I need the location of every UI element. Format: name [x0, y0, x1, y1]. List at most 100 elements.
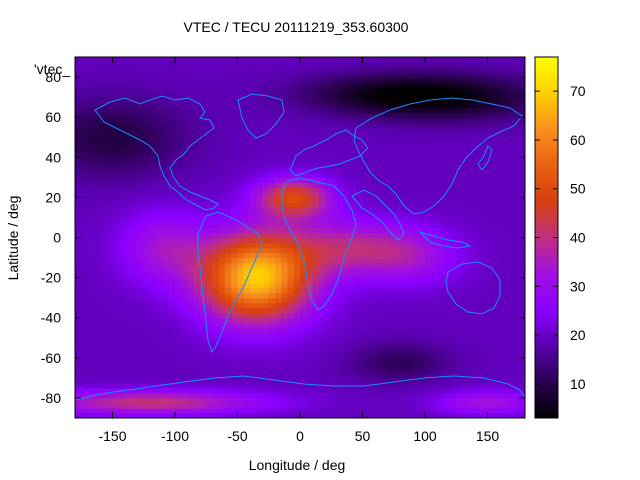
heatmap-cell	[281, 137, 289, 143]
heatmap-cell	[256, 262, 264, 269]
heatmap-cell	[125, 267, 132, 274]
heatmap-cell	[162, 167, 170, 173]
heatmap-cell	[468, 357, 476, 364]
heatmap-cell	[125, 297, 132, 304]
heatmap-cell	[225, 287, 232, 294]
heatmap-cell	[450, 172, 457, 178]
heatmap-cell	[175, 367, 182, 374]
heatmap-cell	[387, 122, 395, 128]
heatmap-cell	[368, 342, 376, 349]
heatmap-cell	[106, 322, 114, 329]
heatmap-cell	[393, 397, 401, 404]
heatmap-cell	[481, 217, 489, 224]
heatmap-cell	[162, 272, 170, 279]
heatmap-cell	[431, 312, 439, 319]
heatmap-cell	[206, 347, 214, 354]
heatmap-cell	[393, 247, 401, 254]
heatmap-cell	[493, 222, 501, 229]
heatmap-cell	[156, 92, 164, 98]
heatmap-cell	[331, 287, 339, 294]
heatmap-cell	[156, 157, 164, 163]
heatmap-cell	[462, 357, 470, 364]
heatmap-cell	[343, 97, 351, 103]
heatmap-cell	[212, 157, 220, 163]
heatmap-cell	[493, 132, 501, 138]
heatmap-cell	[506, 342, 514, 349]
heatmap-cell	[343, 362, 351, 369]
heatmap-cell	[287, 132, 295, 138]
heatmap-cell	[318, 322, 326, 329]
heatmap-cell	[187, 67, 195, 73]
heatmap-cell	[168, 202, 176, 209]
heatmap-cell	[450, 332, 457, 339]
heatmap-cell	[493, 227, 501, 234]
heatmap-cell	[437, 72, 445, 78]
heatmap-cell	[112, 372, 120, 379]
heatmap-cell	[287, 112, 295, 118]
heatmap-cell	[125, 397, 132, 404]
heatmap-cell	[506, 147, 514, 153]
heatmap-cell	[506, 137, 514, 143]
heatmap-cell	[462, 157, 470, 163]
heatmap-cell	[325, 267, 332, 274]
heatmap-cell	[450, 307, 457, 314]
heatmap-cell	[87, 232, 95, 239]
heatmap-cell	[418, 322, 426, 329]
heatmap-cell	[275, 187, 282, 193]
heatmap-cell	[225, 227, 232, 234]
heatmap-cell	[362, 152, 370, 158]
heatmap-cell	[250, 287, 257, 294]
heatmap-cell	[268, 317, 276, 324]
heatmap-cell	[387, 302, 395, 309]
heatmap-cell	[143, 292, 151, 299]
heatmap-cell	[162, 192, 170, 198]
heatmap-cell	[87, 117, 95, 123]
heatmap-cell	[456, 302, 464, 309]
heatmap-cell	[250, 372, 257, 379]
heatmap-cell	[225, 407, 232, 414]
heatmap-cell	[93, 142, 101, 148]
heatmap-cell	[493, 307, 501, 314]
heatmap-cell	[206, 217, 214, 224]
heatmap-cell	[431, 292, 439, 299]
heatmap-cell	[256, 352, 264, 359]
heatmap-cell	[287, 262, 295, 269]
heatmap-cell	[425, 217, 432, 224]
heatmap-cell	[287, 272, 295, 279]
heatmap-cell	[425, 397, 432, 404]
heatmap-cell	[331, 87, 339, 93]
heatmap-cell	[87, 397, 95, 404]
heatmap-cell	[193, 187, 201, 193]
heatmap-cell	[337, 97, 345, 103]
heatmap-cell	[456, 152, 464, 158]
heatmap-cell	[312, 307, 320, 314]
heatmap-cell	[225, 137, 232, 143]
heatmap-cell	[518, 412, 525, 418]
heatmap-cell	[393, 252, 401, 259]
heatmap-cell	[262, 167, 270, 173]
heatmap-cell	[406, 232, 414, 239]
heatmap-cell	[318, 262, 326, 269]
heatmap-cell	[431, 407, 439, 414]
heatmap-cell	[306, 237, 314, 244]
heatmap-cell	[318, 332, 326, 339]
heatmap-cell	[275, 232, 282, 239]
heatmap-cell	[218, 212, 226, 219]
heatmap-cell	[468, 412, 476, 418]
heatmap-cell	[343, 397, 351, 404]
heatmap-cell	[318, 167, 326, 173]
heatmap-cell	[368, 77, 376, 83]
heatmap-cell	[512, 82, 520, 88]
heatmap-cell	[137, 187, 145, 193]
heatmap-cell	[262, 327, 270, 334]
heatmap-cell	[200, 102, 207, 108]
heatmap-cell	[87, 387, 95, 394]
heatmap-cell	[81, 112, 89, 118]
heatmap-cell	[518, 217, 525, 224]
heatmap-cell	[75, 252, 82, 259]
heatmap-cell	[443, 182, 451, 188]
heatmap-cell	[300, 107, 307, 113]
heatmap-cell	[412, 217, 420, 224]
heatmap-cell	[256, 167, 264, 173]
heatmap-cell	[193, 112, 201, 118]
